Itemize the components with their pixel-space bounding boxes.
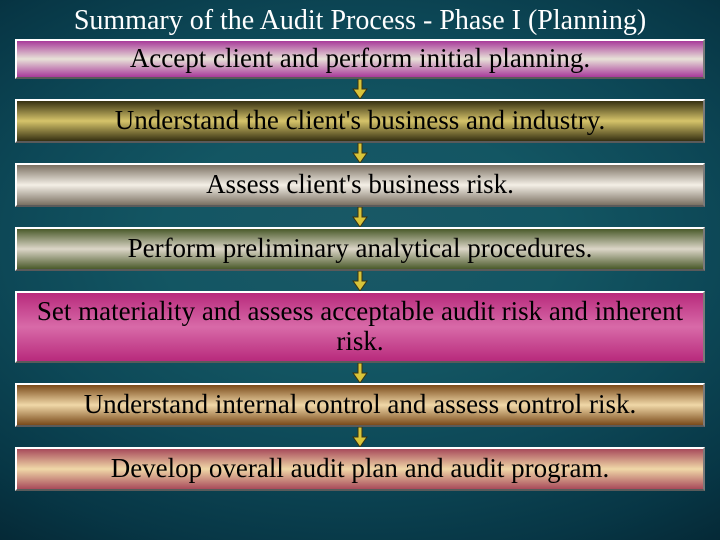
flow-step-label: Develop overall audit plan and audit pro… [111,454,610,484]
down-arrow-icon [352,207,368,227]
flow-step-label: Understand internal control and assess c… [84,390,637,420]
flow-step: Assess client's business risk. [15,163,705,207]
flow-step: Understand internal control and assess c… [15,383,705,427]
flow-step-label: Understand the client's business and ind… [115,106,606,136]
flow-step: Understand the client's business and ind… [15,99,705,143]
flow-step: Accept client and perform initial planni… [15,39,705,79]
flowchart: Accept client and perform initial planni… [15,39,705,491]
down-arrow-icon [352,363,368,383]
flow-step: Set materiality and assess acceptable au… [15,291,705,363]
flow-step-label: Accept client and perform initial planni… [130,44,590,74]
flow-step-label: Perform preliminary analytical procedure… [128,234,593,264]
flow-step: Perform preliminary analytical procedure… [15,227,705,271]
flow-step-label: Assess client's business risk. [206,170,514,200]
down-arrow-icon [352,271,368,291]
down-arrow-icon [352,143,368,163]
flow-step: Develop overall audit plan and audit pro… [15,447,705,491]
flow-step-label: Set materiality and assess acceptable au… [23,297,697,356]
page-title: Summary of the Audit Process - Phase I (… [74,6,646,37]
down-arrow-icon [352,79,368,99]
down-arrow-icon [352,427,368,447]
